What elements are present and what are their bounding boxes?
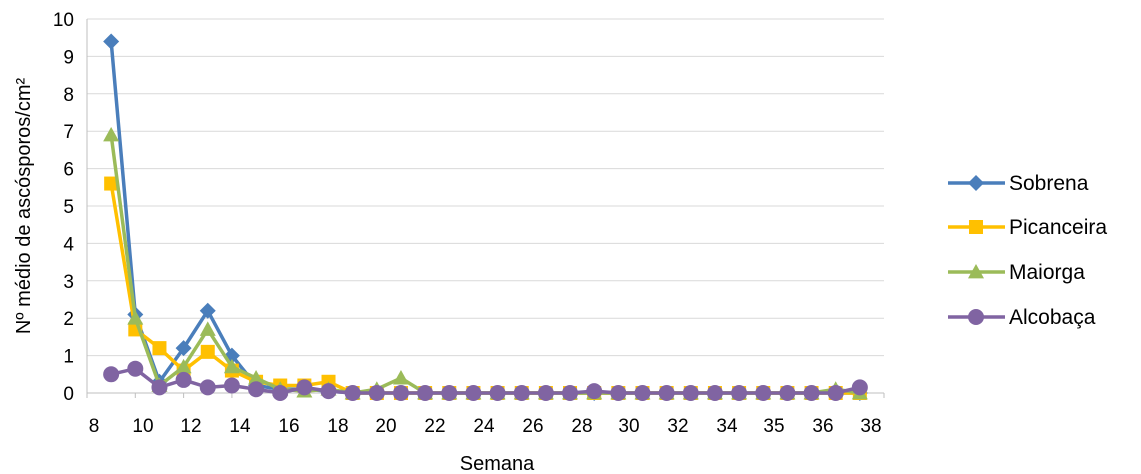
data-point	[151, 379, 168, 396]
data-point	[127, 310, 144, 325]
data-point	[103, 33, 120, 50]
y-tick-label: 3	[63, 272, 74, 293]
x-tick-label: 32	[667, 416, 688, 437]
data-point	[175, 358, 192, 374]
data-point	[272, 385, 289, 401]
data-point	[779, 385, 796, 401]
y-tick-label: 10	[53, 10, 74, 31]
data-point	[199, 302, 216, 319]
y-tick-label: 8	[63, 85, 74, 106]
data-point	[610, 385, 627, 401]
data-point	[103, 366, 120, 383]
data-point	[152, 341, 167, 356]
x-tick-label: 34	[716, 416, 738, 437]
data-point	[248, 370, 265, 385]
y-tick-label: 0	[63, 384, 74, 405]
data-point	[537, 385, 554, 401]
data-point	[127, 360, 144, 377]
data-point	[104, 176, 119, 191]
gridlines	[87, 18, 884, 357]
x-tick-label: 20	[375, 416, 396, 437]
legend-label: Sobrena	[1009, 172, 1089, 195]
data-point	[199, 379, 216, 396]
y-tick-label: 2	[63, 309, 74, 330]
data-point	[223, 358, 240, 374]
x-axis-title: Semana	[460, 453, 535, 474]
series-alcoba-a	[103, 360, 868, 401]
data-point	[441, 385, 458, 401]
data-point	[562, 385, 579, 401]
x-tick-label: 24	[473, 416, 495, 437]
x-tick-label: 30	[618, 416, 639, 437]
data-point	[200, 344, 215, 359]
data-point	[199, 321, 216, 336]
x-tick-label: 22	[424, 416, 445, 437]
data-point	[417, 385, 434, 401]
x-tick-label: 18	[327, 416, 348, 437]
x-tick-label: 35	[763, 416, 784, 437]
data-point	[586, 383, 603, 400]
x-tick-label: 16	[278, 416, 299, 437]
y-tick-label: 5	[63, 197, 74, 218]
data-point	[489, 385, 506, 401]
legend-label: Maiorga	[1009, 261, 1085, 284]
y-tick-label: 9	[63, 47, 74, 68]
series-group	[103, 33, 868, 401]
x-tick-label: 26	[522, 416, 543, 437]
y-tick-label: 4	[63, 234, 74, 255]
x-tick-label: 36	[812, 416, 833, 437]
legend: Sobrena Picanceira Maiorga Alcobaça	[948, 172, 1107, 329]
legend-item: Maiorga	[948, 261, 1085, 284]
data-point	[658, 385, 675, 401]
legend-label: Alcobaça	[1009, 306, 1096, 329]
data-point	[803, 385, 820, 401]
legend-marker	[968, 175, 984, 191]
legend-marker	[969, 220, 983, 234]
data-point	[755, 385, 772, 401]
data-point	[634, 385, 651, 401]
data-point	[392, 385, 409, 401]
series-picanceira	[104, 176, 867, 400]
legend-marker	[968, 264, 984, 279]
x-tick-label: 14	[229, 416, 251, 437]
legend-label: Picanceira	[1009, 216, 1107, 239]
series-line	[109, 134, 861, 395]
data-point	[465, 385, 482, 401]
data-point	[223, 377, 240, 394]
data-point	[175, 371, 192, 388]
data-point	[320, 383, 337, 400]
x-tick-label: 8	[89, 416, 100, 437]
legend-item: Picanceira	[948, 216, 1107, 239]
series-line	[110, 366, 861, 395]
x-tick-label: 10	[132, 416, 153, 437]
y-tick-label: 6	[63, 160, 74, 181]
data-point	[175, 340, 192, 357]
data-point	[368, 385, 385, 401]
y-tick-label: 7	[63, 122, 74, 143]
x-tick-label: 28	[571, 416, 592, 437]
series-line	[109, 183, 860, 395]
legend-item: Sobrena	[948, 172, 1089, 195]
legend-marker	[968, 309, 984, 325]
data-point	[827, 385, 844, 401]
x-tick-label: 38	[860, 416, 881, 437]
data-point	[248, 381, 265, 398]
data-point	[851, 379, 868, 396]
data-point	[731, 385, 748, 401]
data-point	[513, 385, 530, 401]
data-point	[103, 126, 120, 142]
data-point	[706, 385, 723, 401]
y-tick-label: 1	[63, 347, 74, 368]
x-tick-label: 12	[180, 416, 201, 437]
data-point	[682, 385, 699, 401]
data-point	[344, 385, 361, 401]
legend-item: Alcobaça	[948, 306, 1096, 329]
data-point	[296, 379, 313, 396]
data-point	[392, 370, 409, 385]
y-axis-title: Nº médio de ascósporos/cm²	[13, 78, 35, 335]
